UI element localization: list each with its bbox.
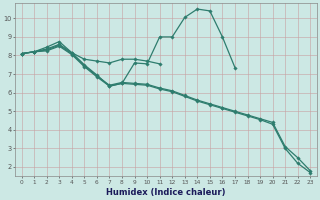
X-axis label: Humidex (Indice chaleur): Humidex (Indice chaleur) bbox=[106, 188, 226, 197]
